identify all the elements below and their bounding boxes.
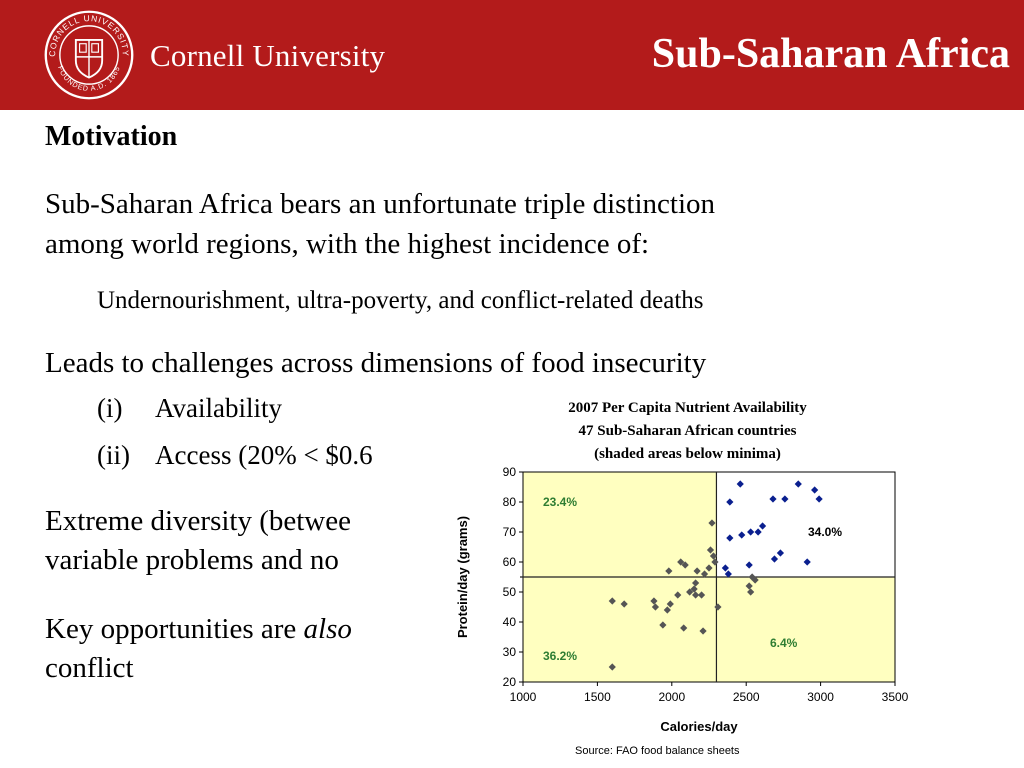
paragraph-1-line-1: Sub-Saharan Africa bears an unfortunate … (45, 188, 716, 220)
data-point-above-minima (794, 480, 802, 488)
data-point-above-minima (724, 570, 732, 578)
y-tick-label: 30 (503, 645, 517, 659)
paragraph-4-text: Key opportunities are (45, 613, 304, 645)
data-point-above-minima (726, 498, 734, 506)
chart-title-line-1: 2007 Per Capita Nutrient Availability (568, 400, 807, 416)
data-point-below-minima (608, 663, 616, 671)
data-point-above-minima (769, 495, 777, 503)
slide-title: Sub-Saharan Africa (651, 31, 1010, 77)
data-point-below-minima (745, 582, 753, 590)
data-point-above-minima (736, 480, 744, 488)
y-tick-label: 80 (503, 495, 517, 509)
x-tick-label: 3000 (807, 690, 834, 704)
quadrant-label-top-left: 23.4% (543, 495, 577, 509)
paragraph-4-emphasis: also (303, 613, 352, 645)
x-tick-label: 1500 (584, 690, 611, 704)
data-point-above-minima (747, 528, 755, 536)
x-tick-label: 2500 (733, 690, 760, 704)
paragraph-2: Leads to challenges across dimensions of… (45, 347, 707, 379)
paragraph-4-line-2: conflict (45, 652, 134, 684)
data-point-below-minima (747, 588, 755, 596)
data-point-below-minima (663, 606, 671, 614)
data-point-below-minima (711, 558, 719, 566)
data-point-below-minima (705, 564, 713, 572)
y-tick-label: 60 (503, 555, 517, 569)
chart-plot: 1000 1500 2000 2500 3000 3500 20 30 40 50 60 70 80 90… (455, 465, 909, 757)
data-point-above-minima (811, 486, 819, 494)
data-point-above-minima (726, 534, 734, 542)
data-point-below-minima (666, 600, 674, 608)
y-tick-label: 70 (503, 525, 517, 539)
data-point-below-minima (608, 597, 616, 605)
data-point-below-minima (708, 519, 716, 527)
y-tick-label: 40 (503, 615, 517, 629)
data-point-below-minima (697, 591, 706, 599)
data-point-above-minima (815, 495, 823, 503)
y-tick-label: 20 (503, 675, 517, 689)
data-point-below-minima (751, 576, 759, 584)
shaded-region-low-protein (716, 577, 895, 682)
data-point-above-minima (803, 558, 811, 566)
paragraph-3-line-1: Extreme diversity (betwee (45, 505, 351, 537)
data-point-above-minima (754, 528, 762, 536)
data-point-below-minima (690, 585, 698, 593)
paragraph-4-line-1: Key opportunities are also (45, 610, 352, 648)
chart-title-line-2: 47 Sub-Saharan African countries (578, 423, 797, 439)
data-point-below-minima (650, 597, 658, 605)
indented-point: Undernourishment, ultra-poverty, and con… (97, 287, 704, 314)
y-tick-label: 90 (503, 465, 517, 479)
x-tick-label: 2000 (658, 690, 685, 704)
data-point-above-minima (758, 522, 767, 530)
data-point-above-minima (738, 531, 746, 539)
chart-source-note: Source: FAO food balance sheets (575, 745, 740, 757)
list-item-1: Availability (155, 393, 282, 423)
data-point-below-minima (699, 627, 707, 635)
data-point-below-minima (706, 546, 715, 554)
data-point-below-minima (651, 603, 660, 611)
x-axis-label: Calories/day (660, 719, 738, 734)
scatter-chart: 2007 Per Capita Nutrient Availability 47… (430, 395, 930, 768)
data-point-below-minima (714, 603, 722, 611)
data-point-below-minima (680, 624, 688, 632)
list-item-2: Access (20% < $0.6 (155, 440, 373, 470)
data-point-below-minima (700, 570, 709, 578)
quadrant-label-bottom-left: 36.2% (543, 649, 577, 663)
data-point-below-minima (692, 591, 700, 599)
list-number-1: (i) (97, 393, 123, 423)
data-point-above-minima (776, 549, 785, 557)
data-point-below-minima (709, 552, 718, 560)
data-point-above-minima (781, 495, 789, 503)
section-heading: Motivation (45, 121, 178, 152)
y-axis-label: Protein/day (grams) (455, 516, 470, 638)
x-tick-label: 3500 (882, 690, 909, 704)
data-point-below-minima (686, 588, 694, 596)
data-point-above-minima (721, 564, 729, 572)
paragraph-1-line-2: among world regions, with the highest in… (45, 228, 650, 260)
quadrant-label-top-right: 34.0% (808, 525, 842, 539)
data-point-above-minima (745, 561, 753, 569)
data-point-below-minima (692, 579, 700, 587)
x-tick-label: 1000 (510, 690, 537, 704)
data-point-below-minima (693, 567, 701, 575)
paragraph-3-line-2: variable problems and no (45, 544, 339, 576)
header-bar: CORNELL UNIVERSITY FOUNDED A.D. 1865 Cor… (0, 0, 1024, 110)
brand-name: Cornell University (150, 38, 386, 73)
quadrant-label-bottom-right: 6.4% (770, 636, 798, 650)
data-point-below-minima (659, 621, 667, 629)
y-tick-label: 50 (503, 585, 517, 599)
data-point-above-minima (770, 555, 779, 563)
chart-title-line-3: (shaded areas below minima) (594, 446, 781, 462)
list-number-2: (ii) (97, 440, 130, 470)
cornell-seal-logo: CORNELL UNIVERSITY FOUNDED A.D. 1865 (44, 10, 134, 100)
